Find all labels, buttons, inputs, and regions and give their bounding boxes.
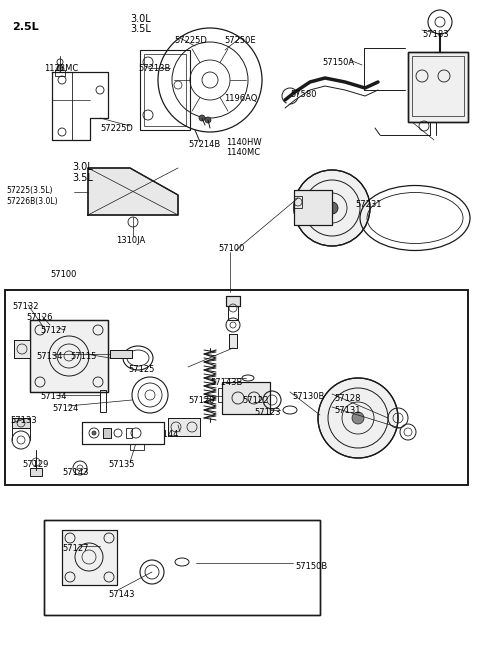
Text: 57129: 57129	[22, 460, 48, 469]
Bar	[14, 340, 30, 358]
Bar	[168, 418, 200, 436]
Text: 57150B: 57150B	[295, 562, 327, 571]
Text: 57127: 57127	[40, 326, 67, 335]
Text: 57183: 57183	[422, 30, 449, 39]
Text: 1140MC: 1140MC	[226, 148, 260, 157]
Circle shape	[352, 412, 364, 424]
Text: 57120: 57120	[188, 396, 215, 405]
Text: 3.5L: 3.5L	[130, 24, 151, 34]
Bar	[408, 52, 468, 122]
Bar	[218, 388, 222, 402]
Bar	[44, 520, 320, 615]
Text: 57225(3.5L): 57225(3.5L)	[6, 186, 52, 195]
Bar	[130, 428, 144, 450]
Bar	[226, 296, 240, 306]
Text: 57132: 57132	[12, 302, 38, 311]
Text: 57134: 57134	[36, 352, 62, 361]
Text: 57225D: 57225D	[100, 124, 133, 133]
Text: 57231: 57231	[355, 200, 382, 209]
Text: 57100: 57100	[218, 244, 244, 253]
Circle shape	[318, 378, 398, 458]
Bar	[30, 320, 108, 392]
Circle shape	[205, 117, 211, 123]
Bar	[294, 196, 302, 208]
Text: 57225D: 57225D	[174, 36, 207, 45]
Text: 57214B: 57214B	[188, 140, 220, 149]
Text: 57143: 57143	[108, 590, 134, 599]
Text: 57250E: 57250E	[224, 36, 256, 45]
Text: 57150A: 57150A	[322, 58, 354, 67]
Bar	[5, 290, 468, 485]
Text: 57126: 57126	[26, 313, 52, 322]
Text: 57580: 57580	[290, 90, 316, 99]
Bar	[144, 54, 186, 126]
Text: 1196AQ: 1196AQ	[224, 94, 257, 103]
Text: 3.5L: 3.5L	[72, 173, 93, 183]
Text: 1140HW: 1140HW	[226, 138, 262, 147]
Circle shape	[199, 115, 205, 121]
Bar	[222, 382, 270, 414]
Text: 57100: 57100	[50, 270, 76, 279]
Bar	[110, 350, 132, 358]
Bar	[412, 56, 464, 116]
Bar	[30, 320, 108, 392]
Text: 57130B: 57130B	[292, 392, 324, 401]
Bar	[82, 422, 164, 444]
Text: 57128: 57128	[334, 394, 360, 403]
Bar	[12, 418, 30, 428]
Circle shape	[57, 65, 63, 71]
Bar	[100, 390, 106, 412]
Bar	[168, 418, 200, 436]
Bar	[229, 334, 237, 348]
Bar	[30, 468, 42, 476]
Text: 57133: 57133	[10, 416, 36, 425]
Bar	[140, 50, 190, 130]
Text: 57115: 57115	[70, 352, 96, 361]
Text: 57213B: 57213B	[138, 64, 170, 73]
Bar	[110, 350, 132, 358]
Bar	[62, 530, 117, 585]
Bar	[55, 70, 65, 76]
Circle shape	[92, 431, 96, 435]
Bar	[228, 306, 238, 320]
Bar	[103, 428, 111, 438]
Bar	[62, 530, 117, 585]
Text: 57123: 57123	[254, 408, 280, 417]
Bar	[12, 418, 30, 428]
Text: 2.5L: 2.5L	[12, 22, 38, 32]
Bar	[103, 428, 111, 438]
Circle shape	[294, 170, 370, 246]
Bar	[226, 296, 240, 306]
Circle shape	[326, 202, 338, 214]
Polygon shape	[88, 168, 178, 215]
Text: 57122: 57122	[242, 396, 268, 405]
Text: 57143B: 57143B	[210, 378, 242, 387]
Bar	[229, 334, 237, 348]
Bar	[408, 52, 468, 122]
Text: 3.0L: 3.0L	[130, 14, 151, 24]
Bar	[294, 190, 332, 225]
Bar	[82, 422, 164, 444]
Text: 57226B(3.0L): 57226B(3.0L)	[6, 197, 58, 206]
Text: 57125: 57125	[128, 365, 155, 374]
Text: 1310JA: 1310JA	[116, 236, 145, 245]
Text: 57124: 57124	[52, 404, 78, 413]
Text: 3.0L: 3.0L	[72, 162, 93, 172]
Bar	[14, 340, 30, 358]
Bar	[294, 190, 332, 225]
Text: 57131: 57131	[334, 406, 360, 415]
Text: 1123MC: 1123MC	[44, 64, 78, 73]
Text: 57134: 57134	[40, 392, 67, 401]
Text: 57144: 57144	[152, 430, 179, 439]
Bar	[222, 382, 270, 414]
Bar	[44, 520, 320, 615]
Text: 57135: 57135	[108, 460, 134, 469]
Text: 57148B: 57148B	[90, 430, 122, 439]
Text: 57143: 57143	[62, 468, 88, 477]
Text: 57127: 57127	[62, 544, 88, 553]
Bar	[5, 290, 468, 485]
Bar	[126, 428, 132, 438]
